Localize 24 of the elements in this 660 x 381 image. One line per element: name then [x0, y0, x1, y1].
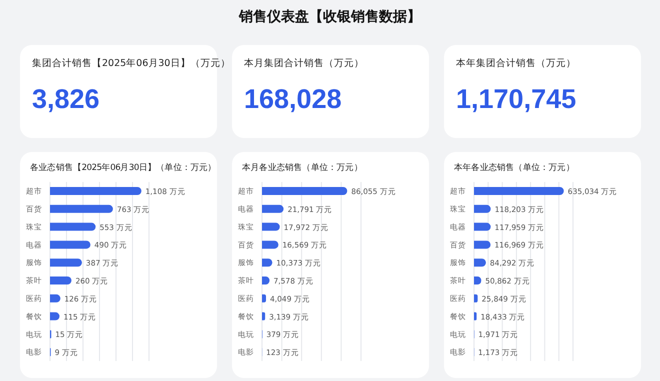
bar — [262, 240, 278, 249]
text: 1,170,745 — [456, 84, 578, 115]
chart-title: 本月各业态销售（单位：万元） — [241, 162, 364, 174]
bar — [262, 222, 280, 231]
text: 168,028 — [244, 84, 343, 115]
bar — [474, 204, 491, 213]
bar — [262, 187, 348, 196]
bar — [50, 258, 82, 267]
bar — [50, 187, 142, 196]
text: 集团合计销售【2025年06月30日】（万元） — [32, 57, 230, 70]
bar — [262, 204, 284, 213]
text: 3,826 — [32, 84, 101, 115]
bar — [474, 187, 564, 196]
bar — [474, 222, 491, 231]
bar — [50, 276, 72, 285]
bar — [474, 240, 491, 249]
text: 本年集团合计销售（万元） — [456, 57, 577, 70]
bar — [50, 204, 113, 213]
bar — [50, 240, 90, 249]
chart-title: 本年各业态销售（单位：万元） — [453, 162, 576, 174]
text: 销售仪表盘【收银销售数据】 — [238, 8, 422, 26]
chart-title: 各业态销售【2025年06月30日】（单位：万元） — [29, 162, 217, 174]
bar — [50, 222, 96, 231]
text: 本月集团合计销售（万元） — [244, 57, 365, 70]
